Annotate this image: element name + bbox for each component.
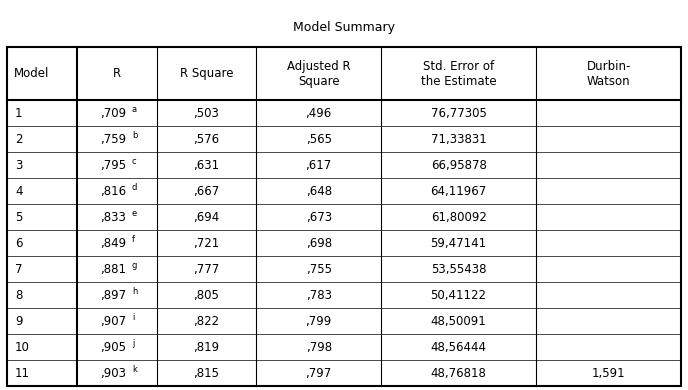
Text: 53,55438: 53,55438	[431, 263, 486, 276]
Text: k: k	[132, 365, 137, 374]
Text: ,819: ,819	[193, 340, 219, 354]
Text: R Square: R Square	[180, 67, 233, 80]
Text: i: i	[132, 313, 134, 322]
Text: ,721: ,721	[193, 237, 219, 250]
Text: 71,33831: 71,33831	[431, 133, 486, 146]
Text: ,667: ,667	[193, 185, 219, 198]
Text: ,673: ,673	[305, 211, 332, 224]
Text: 7: 7	[15, 263, 23, 276]
Text: ,795: ,795	[100, 159, 127, 172]
Text: ,816: ,816	[100, 185, 127, 198]
Text: 1: 1	[15, 107, 23, 120]
Text: 3: 3	[15, 159, 23, 172]
Text: ,815: ,815	[193, 367, 219, 379]
Text: 48,76818: 48,76818	[431, 367, 486, 379]
Text: 6: 6	[15, 237, 23, 250]
Text: ,881: ,881	[100, 263, 127, 276]
Text: 59,47141: 59,47141	[431, 237, 486, 250]
Text: 1,591: 1,591	[592, 367, 625, 379]
Text: 2: 2	[15, 133, 23, 146]
Text: ,755: ,755	[305, 263, 332, 276]
Text: d: d	[132, 183, 138, 192]
Text: ,903: ,903	[100, 367, 127, 379]
Bar	[7, 47, 681, 386]
Text: e: e	[132, 209, 137, 218]
Text: ,576: ,576	[193, 133, 219, 146]
Text: 50,41122: 50,41122	[431, 289, 486, 302]
Text: ,797: ,797	[305, 367, 332, 379]
Text: ,496: ,496	[305, 107, 332, 120]
Text: ,907: ,907	[100, 315, 127, 328]
Text: 8: 8	[15, 289, 23, 302]
Text: 9: 9	[15, 315, 23, 328]
Text: Model Summary: Model Summary	[293, 21, 395, 34]
Text: Std. Error of
the Estimate: Std. Error of the Estimate	[421, 60, 497, 88]
Text: b: b	[132, 131, 138, 140]
Text: h: h	[132, 287, 138, 296]
Text: ,799: ,799	[305, 315, 332, 328]
Text: 4: 4	[15, 185, 23, 198]
Text: ,783: ,783	[305, 289, 332, 302]
Text: ,631: ,631	[193, 159, 219, 172]
Text: ,777: ,777	[193, 263, 219, 276]
Text: 48,56444: 48,56444	[431, 340, 486, 354]
Text: ,805: ,805	[193, 289, 219, 302]
Text: ,759: ,759	[100, 133, 127, 146]
Text: R: R	[113, 67, 121, 80]
Text: ,503: ,503	[193, 107, 219, 120]
Text: ,648: ,648	[305, 185, 332, 198]
Text: 61,80092: 61,80092	[431, 211, 486, 224]
Text: c: c	[132, 157, 136, 166]
Text: f: f	[132, 235, 135, 244]
Text: ,905: ,905	[100, 340, 127, 354]
Text: Model: Model	[14, 67, 49, 80]
Text: ,798: ,798	[305, 340, 332, 354]
Text: ,822: ,822	[193, 315, 219, 328]
Text: ,849: ,849	[100, 237, 127, 250]
Text: 76,77305: 76,77305	[431, 107, 486, 120]
Text: a: a	[132, 105, 137, 114]
Text: ,833: ,833	[100, 211, 127, 224]
Text: 5: 5	[15, 211, 23, 224]
Text: ,698: ,698	[305, 237, 332, 250]
Text: j: j	[132, 339, 134, 348]
Text: ,709: ,709	[100, 107, 127, 120]
Text: 48,50091: 48,50091	[431, 315, 486, 328]
Text: 64,11967: 64,11967	[431, 185, 486, 198]
Text: ,897: ,897	[100, 289, 127, 302]
Text: 66,95878: 66,95878	[431, 159, 486, 172]
Text: 10: 10	[15, 340, 30, 354]
Text: 11: 11	[15, 367, 30, 379]
Text: Adjusted R
Square: Adjusted R Square	[287, 60, 350, 88]
Text: ,617: ,617	[305, 159, 332, 172]
Text: ,694: ,694	[193, 211, 219, 224]
Text: Durbin-
Watson: Durbin- Watson	[586, 60, 631, 88]
Text: ,565: ,565	[305, 133, 332, 146]
Text: g: g	[132, 261, 138, 270]
